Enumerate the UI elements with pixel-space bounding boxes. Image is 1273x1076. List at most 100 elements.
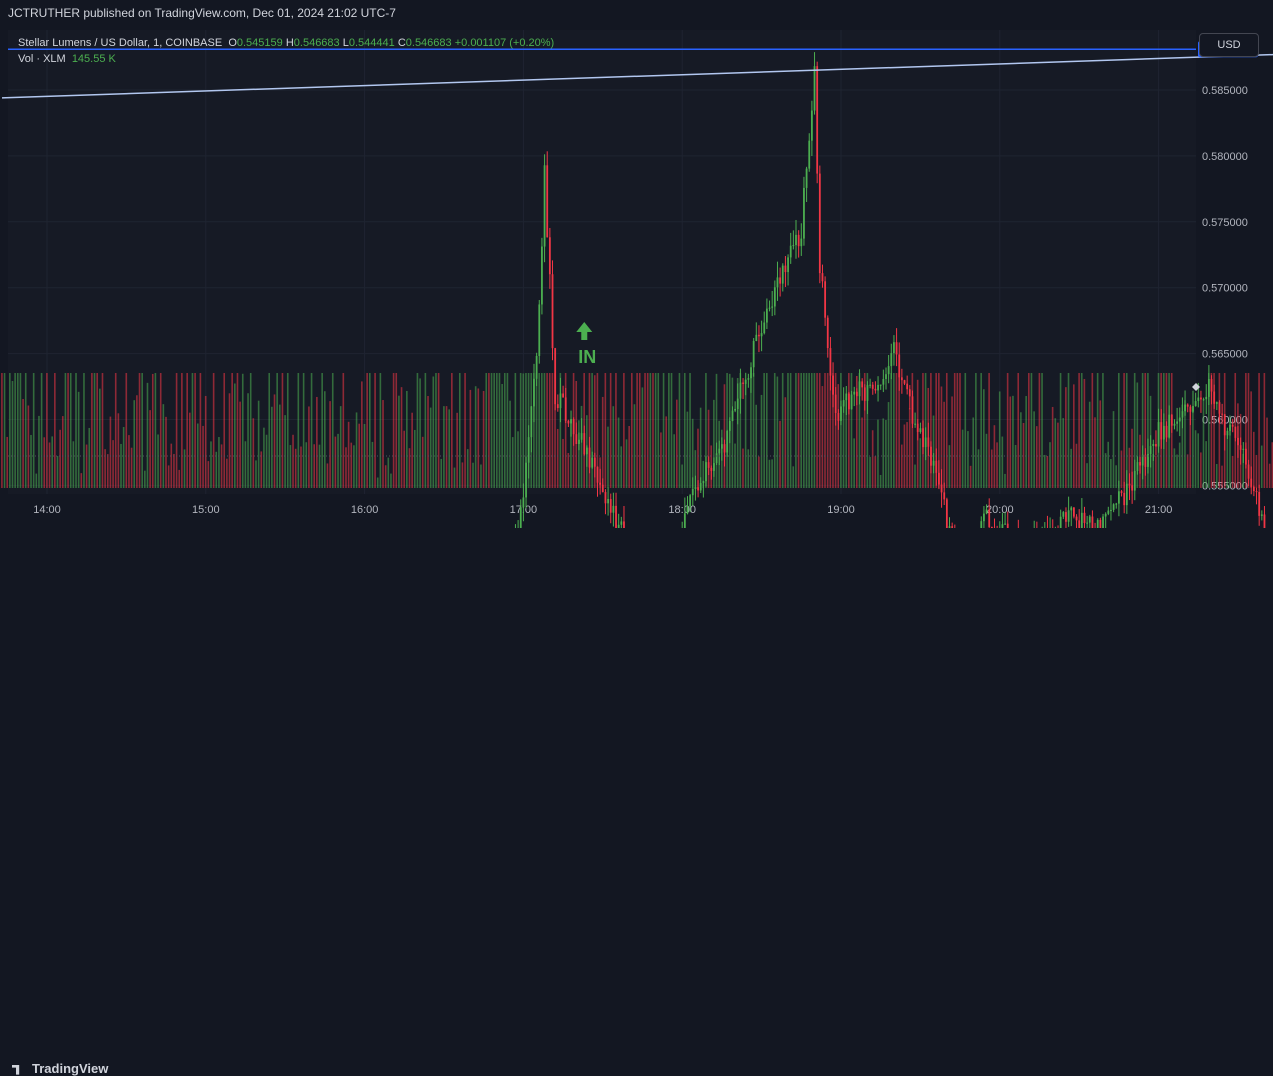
volume-bar [605,373,607,488]
volume-bar [520,373,522,488]
volume-bar [59,430,61,488]
chart-legend: Stellar Lumens / US Dollar, 1, COINBASE … [18,35,554,67]
volume-bar [573,373,575,488]
volume-bar [409,448,411,488]
volume-bar [160,373,162,488]
candle-body [742,383,744,384]
volume-bar [567,453,569,488]
candle-body [888,366,890,374]
volume-bar [951,396,953,488]
volume-bar [779,421,781,488]
volume-bar [1211,373,1213,488]
candle-body [523,497,525,507]
candle-body [1242,449,1244,450]
candle-body [943,492,945,499]
volume-bar [1150,396,1152,488]
volume-bar [615,373,617,488]
volume-bar [253,418,255,488]
x-tick-label: 16:00 [351,504,379,516]
volume-bar [589,373,591,488]
volume-bar [380,373,382,488]
volume-bar [986,434,988,488]
volume-bar [1092,373,1094,488]
y-tick-label: 0.575000 [1202,217,1248,229]
volume-bar [75,373,77,488]
volume-bar [1113,411,1115,488]
candle-body [1200,398,1202,400]
volume-bar [361,381,363,488]
volume-bar [271,407,273,488]
candle-body [562,393,564,397]
volume-bar [73,441,75,488]
volume-bar [340,406,342,488]
price-chart[interactable]: 0.5850000.5800000.5750000.5700000.565000… [0,0,1273,528]
volume-bar [475,386,477,488]
candle-body [1060,517,1062,528]
volume-bar [78,392,80,488]
volume-bar [213,373,215,488]
volume-bar [411,413,413,488]
volume-label[interactable]: Vol · XLM [18,53,66,65]
volume-bar [83,373,85,488]
candle-body [1107,511,1109,514]
volume-bar [570,420,572,488]
volume-bar [46,373,48,488]
volume-bar [229,393,231,488]
volume-bar [337,434,339,488]
volume-bar [827,373,829,488]
volume-bar [163,404,165,488]
volume-bar [258,401,260,488]
currency-button[interactable]: USD [1199,33,1259,57]
volume-bar [1131,429,1133,488]
high-label: H [286,37,294,49]
candle-body [1176,421,1178,423]
candle-body [777,277,779,287]
volume-bar [755,405,757,488]
volume-bar [300,447,302,488]
volume-bar [533,373,535,488]
low-value: 0.544441 [349,37,395,49]
volume-bar [957,373,959,488]
volume-bar [512,437,514,488]
candle-body [774,287,776,306]
candle-body [861,381,863,387]
volume-bar [1084,379,1086,488]
candle-body [1099,520,1101,528]
tradingview-logo[interactable]: TradingView [12,1061,108,1076]
volume-bar [1171,373,1173,488]
volume-bar [298,373,300,488]
volume-bar [747,449,749,488]
volume-bar [814,373,816,488]
volume-bar [488,373,490,488]
volume-bar [861,417,863,488]
volume-row: Vol · XLM 145.55 K [18,51,554,67]
volume-bar [790,373,792,488]
volume-bar [676,400,678,488]
volume-bar [1176,455,1178,488]
candle-body [1232,425,1234,427]
candle-body [890,353,892,366]
volume-bar [988,373,990,488]
volume-bar [700,408,702,488]
candle-body [557,404,559,408]
candle-body [1195,401,1197,406]
volume-bar [205,396,207,488]
volume-bar [1256,455,1258,488]
volume-bar [1068,373,1070,488]
volume-bar [406,391,408,488]
candle-body [1097,520,1099,528]
volume-bar [467,449,469,488]
volume-bar [1065,387,1067,488]
volume-bar [636,373,638,488]
volume-bar [274,394,276,488]
volume-bar [1227,434,1229,488]
volume-bar [184,449,186,488]
candle-body [1258,492,1260,516]
volume-bar [1105,453,1107,488]
symbol-title[interactable]: Stellar Lumens / US Dollar, 1, COINBASE [18,37,222,49]
candle-body [1118,491,1120,503]
volume-bar [927,388,929,488]
volume-bar [602,397,604,488]
volume-bar [422,437,424,488]
volume-bar [726,373,728,488]
